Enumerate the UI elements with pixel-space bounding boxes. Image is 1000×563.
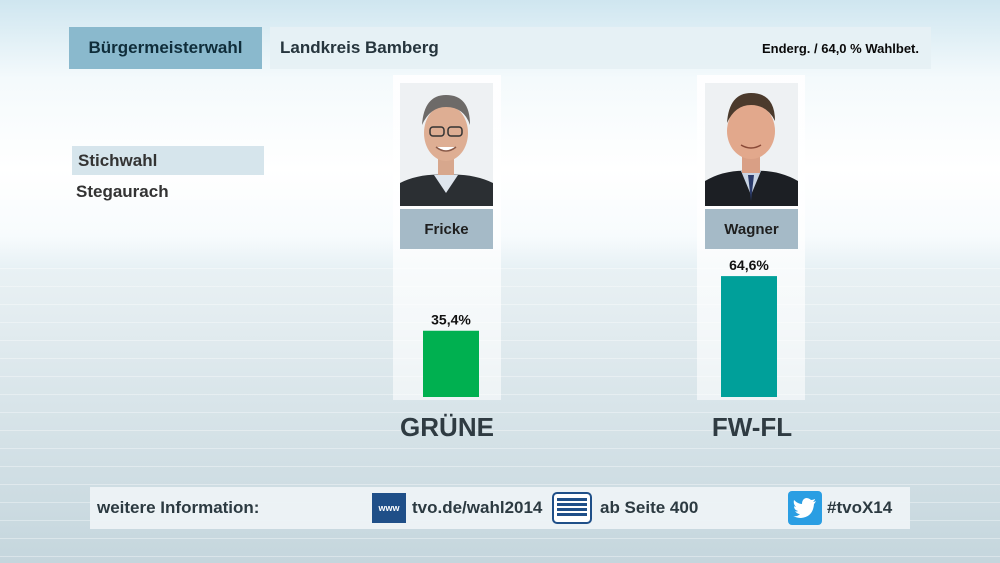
- info-bar: weitere Information: www tvo.de/wahl2014…: [90, 487, 910, 529]
- status-text: Enderg. / 64,0 % Wahlbet.: [762, 40, 919, 56]
- election-title: Bürgermeisterwahl: [69, 27, 262, 69]
- region-title: Landkreis Bamberg: [280, 38, 439, 57]
- party-label-1: GRÜNE: [400, 412, 494, 442]
- twitter-hashtag: #tvoX14: [827, 498, 893, 517]
- twitter-icon: [788, 491, 822, 525]
- candidate-name-2: Wagner: [705, 209, 798, 249]
- round-label: Stichwahl: [72, 146, 264, 175]
- candidate-photo-wagner: [705, 83, 798, 206]
- place-label: Stegaurach: [76, 182, 169, 201]
- bar-fw-fl: [721, 276, 777, 397]
- info-label: weitere Information:: [97, 498, 260, 517]
- www-icon: www: [372, 493, 406, 523]
- candidate-photo-fricke: [400, 83, 493, 206]
- teletext-icon: [552, 492, 592, 524]
- bar-value-label-1: 35,4%: [431, 312, 471, 328]
- header-bar: Landkreis Bamberg Enderg. / 64,0 % Wahlb…: [270, 27, 931, 69]
- party-label-2: FW-FL: [711, 412, 793, 442]
- web-link[interactable]: tvo.de/wahl2014: [412, 498, 543, 517]
- bar-value-label-2: 64,6%: [729, 257, 769, 273]
- candidate-name-1: Fricke: [400, 209, 493, 249]
- bar-grüne: [423, 330, 479, 397]
- teletext-page: ab Seite 400: [600, 498, 699, 517]
